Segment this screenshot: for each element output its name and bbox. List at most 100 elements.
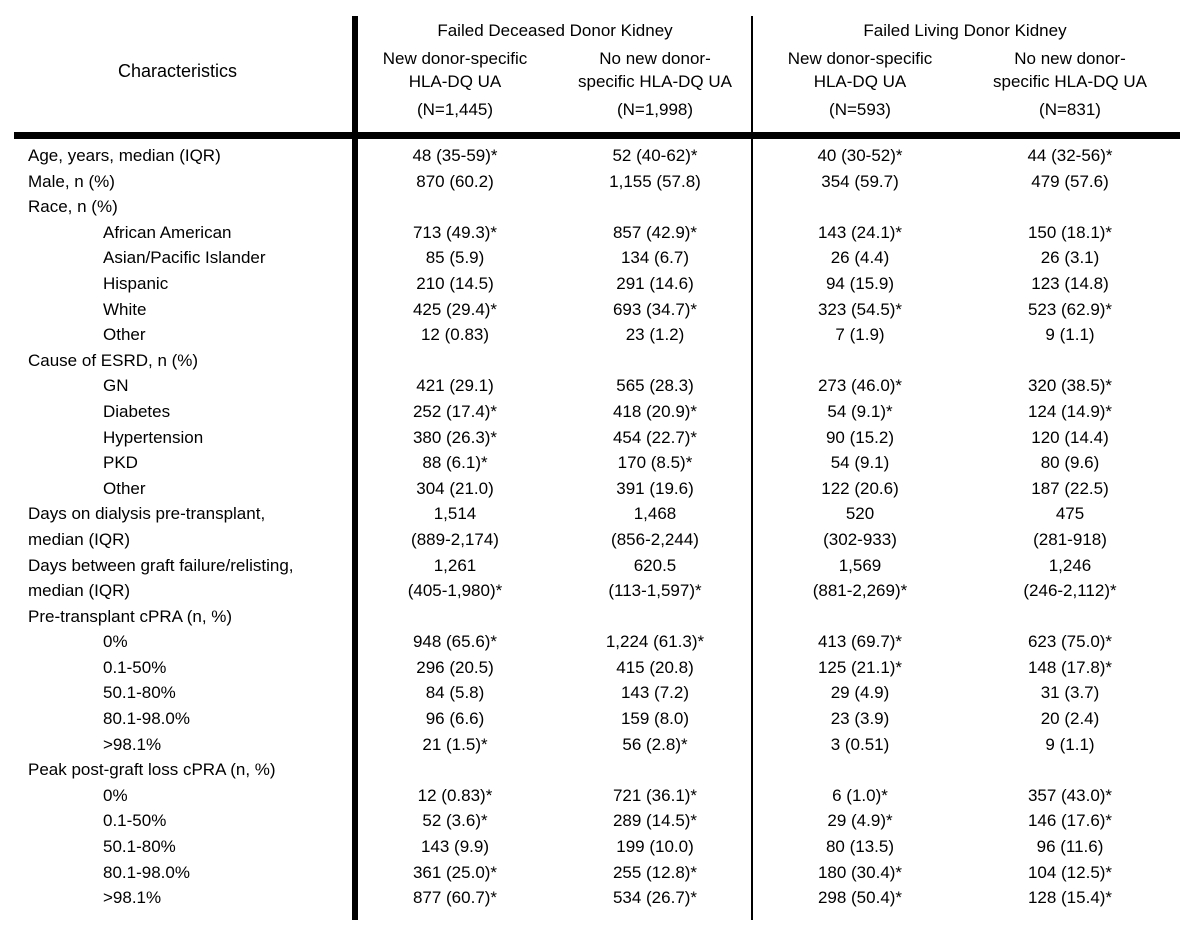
data-cell-line: 391 (19.6) <box>616 478 694 498</box>
row-label: 0% <box>0 629 355 655</box>
row-label-line: African American <box>103 222 232 242</box>
data-cell-line: 413 (69.7)* <box>817 632 903 652</box>
row-label-line: PKD <box>103 453 138 473</box>
row-label: Diabetes <box>0 399 355 425</box>
row-label: 0.1-50% <box>0 808 355 834</box>
row-label-line: 0.1-50% <box>103 811 167 831</box>
row-label: African American <box>0 220 355 246</box>
data-cell-line: 291 (14.6) <box>616 273 694 293</box>
data-cell: 391 (19.6) <box>555 476 755 502</box>
row-label: Cause of ESRD, n (%) <box>0 348 355 374</box>
data-cell <box>965 194 1175 220</box>
col-header-living-new-dsa: New donor-specific HLA-DQ UA <box>755 46 965 94</box>
data-cell: 620.5 (113-1,597)* <box>555 553 755 604</box>
row-label-line: Other <box>103 478 146 498</box>
row-label: Race, n (%) <box>0 194 355 220</box>
data-cell-line: 146 (17.6)* <box>1027 811 1113 831</box>
data-cell <box>355 604 555 630</box>
data-cell: 12 (0.83)* <box>355 783 555 809</box>
data-cell-line: 361 (25.0)* <box>412 862 498 882</box>
data-cell-line: 7 (1.9) <box>835 325 885 345</box>
data-cell-line: 454 (22.7)* <box>612 427 698 447</box>
table-body: Age, years, median (IQR) 48 (35-59)* 52 (4… <box>0 139 1191 911</box>
data-cell-line: 26 (4.4) <box>830 248 890 268</box>
table-row: Asian/Pacific Islander 85 (5.9) 134 (6.7) 2… <box>0 245 1175 271</box>
data-cell-line: 23 (1.2) <box>625 325 685 345</box>
col-header-deceased-new-dsa: New donor-specific HLA-DQ UA <box>355 46 555 94</box>
data-cell: 1,261 (405-1,980)* <box>355 553 555 604</box>
data-cell <box>755 194 965 220</box>
data-cell: 273 (46.0)* <box>755 373 965 399</box>
data-cell-line: 1,569 <box>838 555 882 575</box>
table-row: Days on dialysis pre-transplant, median (… <box>0 501 1175 552</box>
data-cell-line: 122 (20.6) <box>821 478 899 498</box>
data-cell: 454 (22.7)* <box>555 425 755 451</box>
data-cell: 304 (21.0) <box>355 476 555 502</box>
row-label: Pre-transplant cPRA (n, %) <box>0 604 355 630</box>
data-cell: 23 (3.9) <box>755 706 965 732</box>
data-cell-line: 565 (28.3) <box>616 376 694 396</box>
data-cell-line: 48 (35-59)* <box>412 146 498 165</box>
data-cell-line: 124 (14.9)* <box>1027 401 1113 421</box>
data-cell: 54 (9.1) <box>755 450 965 476</box>
data-cell-line: 304 (21.0) <box>416 478 494 498</box>
data-cell: 96 (11.6) <box>965 834 1175 860</box>
data-cell: 90 (15.2) <box>755 425 965 451</box>
data-cell-line: 323 (54.5)* <box>817 299 903 319</box>
data-cell: 123 (14.8) <box>965 271 1175 297</box>
row-label: Asian/Pacific Islander <box>0 245 355 271</box>
data-cell: 29 (4.9)* <box>755 808 965 834</box>
row-label-line: >98.1% <box>103 734 162 754</box>
table-row: 80.1-98.0% 96 (6.6) 159 (8.0) 23 (3.9) 20 (2… <box>0 706 1175 732</box>
table-row: 50.1-80% 84 (5.8) 143 (7.2) 29 (4.9) 31 (3.7… <box>0 680 1175 706</box>
row-label: 80.1-98.0% <box>0 706 355 732</box>
data-cell: 150 (18.1)* <box>965 220 1175 246</box>
data-cell-line: 170 (8.5)* <box>617 453 693 473</box>
data-cell-line: 20 (2.4) <box>1040 709 1100 729</box>
table-row: >98.1% 21 (1.5)* 56 (2.8)* 3 (0.51) 9 (1.1) <box>0 732 1175 758</box>
data-cell: 9 (1.1) <box>965 732 1175 758</box>
table-row: Age, years, median (IQR) 48 (35-59)* 52 (4… <box>0 143 1175 169</box>
data-cell: 210 (14.5) <box>355 271 555 297</box>
col-header-deceased-no-new-dsa: No new donor- specific HLA-DQ UA <box>555 46 755 94</box>
row-label: Hispanic <box>0 271 355 297</box>
row-label-line: 0.1-50% <box>103 657 167 677</box>
data-cell: 199 (10.0) <box>555 834 755 860</box>
data-cell <box>555 604 755 630</box>
data-cell: 143 (7.2) <box>555 680 755 706</box>
data-cell: 415 (20.8) <box>555 655 755 681</box>
data-cell-line: 54 (9.1) <box>830 453 890 473</box>
data-cell: 120 (14.4) <box>965 425 1175 451</box>
data-cell: 21 (1.5)* <box>355 732 555 758</box>
data-cell-line: 1,514 <box>433 504 477 524</box>
row-label-line: GN <box>103 376 129 396</box>
data-cell: 20 (2.4) <box>965 706 1175 732</box>
data-cell-line: (889-2,174) <box>411 529 499 549</box>
data-cell-line: 12 (0.83)* <box>417 785 493 805</box>
data-cell-line: (281-918) <box>1033 529 1107 549</box>
data-cell-line: 31 (3.7) <box>1040 683 1100 703</box>
data-cell-line: 120 (14.4) <box>1031 427 1109 447</box>
data-cell <box>355 194 555 220</box>
data-cell: 44 (32-56)* <box>965 143 1175 169</box>
data-cell <box>555 194 755 220</box>
data-cell: 870 (60.2) <box>355 169 555 195</box>
data-cell: 713 (49.3)* <box>355 220 555 246</box>
data-cell-line: (881-2,269)* <box>812 581 908 601</box>
data-cell: 298 (50.4)* <box>755 885 965 911</box>
col-header-line: HLA-DQ UA <box>813 72 907 91</box>
data-cell: 31 (3.7) <box>965 680 1175 706</box>
row-label-line: Peak post-graft loss cPRA (n, %) <box>28 760 276 780</box>
row-label-line: Male, n (%) <box>28 171 115 191</box>
row-label: Male, n (%) <box>0 169 355 195</box>
characteristics-header: Characteristics <box>117 60 238 81</box>
data-cell-line: 128 (15.4)* <box>1027 888 1113 908</box>
data-cell <box>755 348 965 374</box>
data-cell: 80 (9.6) <box>965 450 1175 476</box>
row-label: GN <box>0 373 355 399</box>
data-cell-line: (302-933) <box>823 529 897 549</box>
data-cell-line: 6 (1.0)* <box>832 785 888 805</box>
row-label: 50.1-80% <box>0 834 355 860</box>
data-cell: 9 (1.1) <box>965 322 1175 348</box>
data-cell: 948 (65.6)* <box>355 629 555 655</box>
